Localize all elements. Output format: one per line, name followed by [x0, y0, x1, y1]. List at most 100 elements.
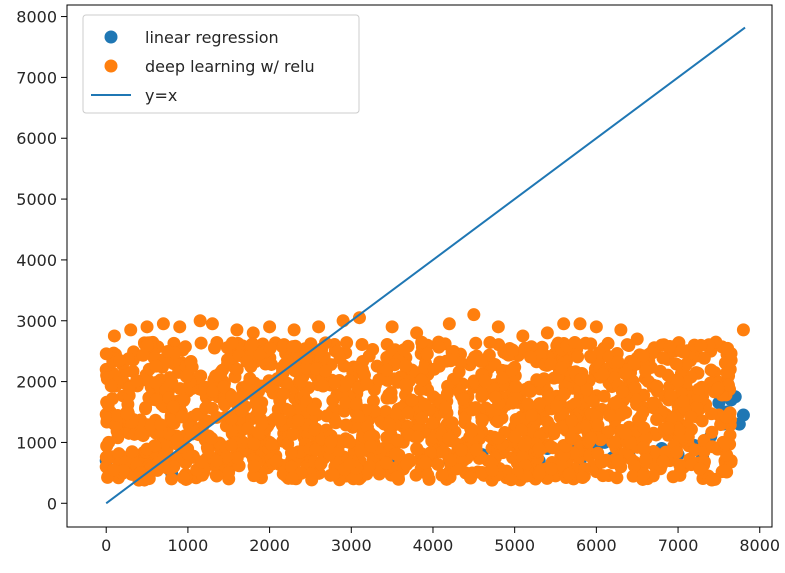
point [648, 397, 662, 411]
point [603, 408, 617, 422]
point [366, 342, 380, 356]
point [666, 470, 680, 484]
point [611, 454, 625, 468]
point [411, 430, 425, 444]
point [118, 365, 132, 379]
y-tick-label: 6000 [16, 129, 57, 148]
point [491, 415, 505, 429]
point [284, 446, 298, 460]
point [495, 371, 509, 385]
point [665, 411, 679, 425]
point [367, 404, 381, 418]
point [390, 470, 404, 484]
point [557, 317, 571, 331]
point [509, 380, 523, 394]
point [420, 347, 434, 361]
point [596, 367, 610, 381]
point [100, 411, 114, 425]
point [454, 443, 468, 457]
point [388, 447, 402, 461]
point [584, 432, 598, 446]
point [210, 410, 224, 424]
point [469, 336, 483, 350]
x-tick-label: 8000 [739, 536, 780, 555]
legend-marker [104, 59, 118, 73]
point [720, 366, 734, 380]
point [244, 338, 258, 352]
point [421, 468, 435, 482]
point [697, 351, 711, 365]
point [205, 317, 219, 331]
point [208, 341, 222, 355]
point [508, 430, 522, 444]
point [241, 421, 255, 435]
point [326, 468, 340, 482]
point [506, 396, 520, 410]
point [251, 404, 265, 418]
point [736, 408, 750, 422]
point [705, 425, 719, 439]
point [550, 399, 564, 413]
point [230, 362, 244, 376]
point [400, 457, 414, 471]
point [544, 357, 558, 371]
point [164, 413, 178, 427]
point [314, 457, 328, 471]
point [363, 459, 377, 473]
point [312, 320, 326, 334]
y-tick-label: 0 [47, 494, 57, 513]
point [485, 463, 499, 477]
point [179, 369, 193, 383]
point [149, 393, 163, 407]
point [270, 372, 284, 386]
point [608, 435, 622, 449]
point [255, 417, 269, 431]
point [442, 432, 456, 446]
point [721, 341, 735, 355]
point [548, 423, 562, 437]
point [557, 387, 571, 401]
point [173, 320, 187, 334]
point [636, 349, 650, 363]
point [178, 340, 192, 354]
point [340, 336, 354, 350]
point [656, 351, 670, 365]
point [263, 341, 277, 355]
point [564, 431, 578, 445]
point [435, 468, 449, 482]
point [307, 423, 321, 437]
point [329, 416, 343, 430]
point [465, 403, 479, 417]
point [397, 343, 411, 357]
point [243, 372, 257, 386]
point [247, 469, 261, 483]
y-tick-label: 8000 [16, 8, 57, 27]
point [273, 413, 287, 427]
legend-label: linear regression [145, 28, 279, 47]
point [389, 408, 403, 422]
point [544, 462, 558, 476]
point [326, 394, 340, 408]
x-tick-label: 5000 [494, 536, 535, 555]
point [672, 423, 686, 437]
point [222, 466, 236, 480]
point [287, 323, 301, 337]
point [579, 336, 593, 350]
point [154, 418, 168, 432]
point [690, 400, 704, 414]
point [194, 336, 208, 350]
point [366, 394, 380, 408]
point [107, 463, 121, 477]
point [637, 421, 651, 435]
point [619, 426, 633, 440]
point [405, 393, 419, 407]
y-tick-label: 5000 [16, 190, 57, 209]
point [661, 368, 675, 382]
point [589, 320, 603, 334]
point [580, 382, 594, 396]
point [399, 359, 413, 373]
point [695, 414, 709, 428]
plot-area [99, 26, 750, 505]
point [721, 378, 735, 392]
